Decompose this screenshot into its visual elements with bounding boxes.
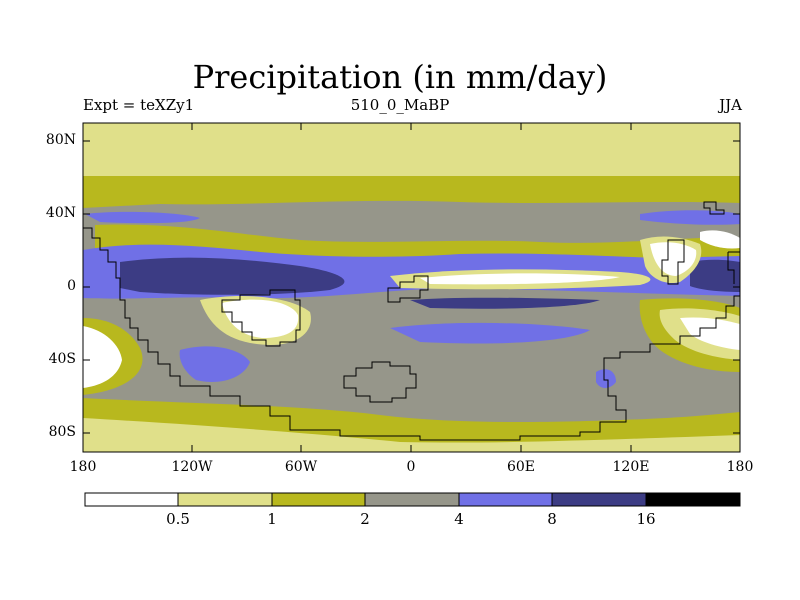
colorbar — [84, 492, 741, 507]
contour-0.5-1-north — [83, 123, 740, 178]
colorbar-level-label: 4 — [454, 510, 464, 528]
colorbar-swatch — [459, 493, 552, 506]
colorbar-level-label: 2 — [360, 510, 370, 528]
lat-ticks — [83, 140, 740, 434]
contour-4-8-south-west — [179, 346, 250, 382]
lon-tick-label: 120E — [612, 459, 650, 475]
contour-4-8-south-central — [390, 322, 590, 344]
contour-below-0.5-equator — [420, 273, 620, 285]
plot-title: Precipitation (in mm/day) — [192, 58, 608, 96]
contour-1-2-north — [83, 176, 740, 208]
colorbar-swatch — [85, 493, 178, 506]
contour-8-16-east — [410, 297, 600, 309]
colorbar-swatch — [365, 493, 459, 506]
coastline-island-far-ne — [703, 201, 725, 215]
lat-tick-label: 40N — [45, 205, 76, 221]
coastline-east-edge — [727, 251, 740, 284]
colorbar-level-label: 1 — [267, 510, 277, 528]
colorbar-frame — [84, 492, 741, 507]
coastline-southern-continent — [221, 289, 301, 347]
coastline-island-equator — [387, 275, 429, 303]
contour-8-16-pacific — [690, 259, 740, 292]
lat-tick-label: 0 — [67, 278, 76, 294]
contour-8-16-itcz — [120, 257, 345, 295]
colorbar-swatch — [272, 493, 365, 506]
lon-tick-label: 180 — [69, 459, 97, 475]
coastline-main — [83, 227, 740, 441]
colorbar-swatch — [552, 493, 646, 506]
contour-below-0.5-southern-continent — [222, 299, 299, 338]
lat-tick-label: 80N — [45, 132, 76, 148]
colorbar-level-label: 16 — [636, 510, 656, 528]
colorbar-level-label: 0.5 — [166, 510, 190, 528]
contour-4-8-south-east — [596, 369, 616, 388]
lon-tick-label: 60E — [506, 459, 536, 475]
lat-tick-label: 80S — [48, 424, 76, 440]
contour-below-0.5-se — [680, 317, 740, 350]
coastline-island-ne — [661, 239, 685, 285]
contour-below-0.5-sw — [83, 326, 122, 388]
contour-4-8-north-west — [85, 211, 200, 224]
lon-tick-label: 0 — [406, 459, 416, 475]
precip-field — [83, 123, 740, 452]
contour-below-0.5-far-ne — [700, 230, 740, 249]
colorbar-swatch — [646, 493, 740, 506]
lon-tick-label: 180 — [726, 459, 754, 475]
lat-tick-label: 40S — [48, 351, 76, 367]
lon-tick-label: 120W — [171, 459, 213, 475]
lon-tick-label: 60W — [284, 459, 318, 475]
season-label: JJA — [719, 96, 742, 114]
period-label: 510_0_MaBP — [350, 96, 450, 114]
coastlines — [83, 201, 740, 441]
coastline-island-south — [343, 361, 417, 403]
lon-ticks — [191, 123, 632, 452]
contour-0.5-1-south — [83, 418, 740, 452]
colorbar-swatch — [178, 493, 272, 506]
colorbar-level-label: 8 — [547, 510, 557, 528]
experiment-label: Expt = teXZy1 — [83, 96, 195, 114]
